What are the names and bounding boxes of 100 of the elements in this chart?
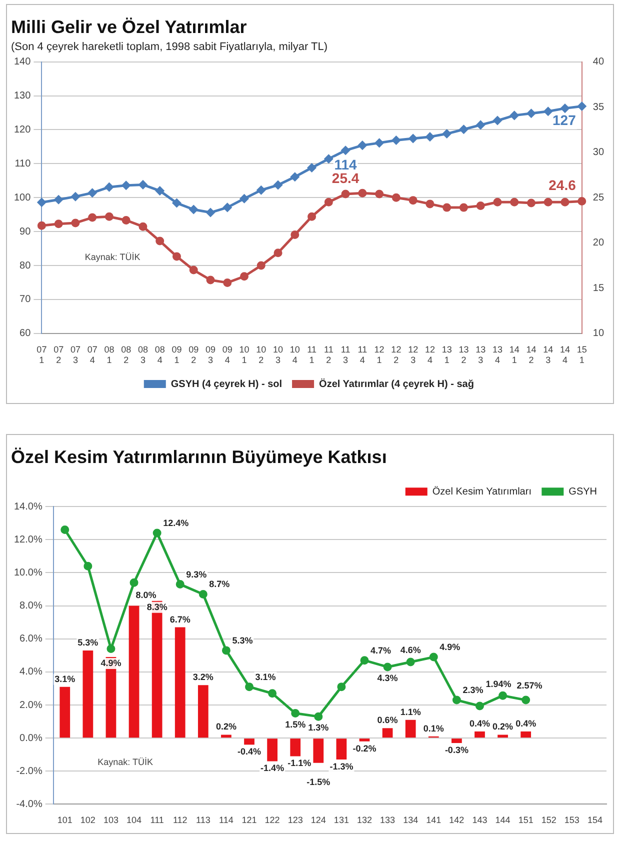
x-tick-label: 142 [449, 815, 464, 826]
y-tick-label: 8.0% [20, 600, 42, 612]
point [475, 702, 484, 710]
y-tick-label: 10.0% [14, 567, 42, 578]
bar [498, 734, 508, 738]
x-tick-label: 141 [426, 815, 442, 826]
point [544, 198, 552, 206]
data-label: 1.5% [285, 719, 306, 730]
point [104, 212, 114, 221]
point [459, 203, 468, 212]
x-tick-label: 101 [57, 815, 72, 826]
x-tick-label: 12 1 [374, 344, 384, 366]
x-tick-label: 113 [196, 815, 210, 826]
point [358, 141, 367, 150]
data-label: 4.3% [377, 672, 398, 683]
data-label: 4.9% [100, 658, 122, 668]
data-label: 3.2% [192, 672, 214, 682]
point [106, 644, 116, 654]
point [498, 691, 508, 700]
point [291, 709, 300, 718]
data-label: 127 [552, 112, 576, 128]
x-tick-label: 153 [564, 815, 580, 826]
x-tick-label: 08 1 [104, 344, 114, 366]
x-tick-label: 13 3 [476, 344, 486, 366]
bar [474, 731, 485, 738]
point [578, 102, 586, 111]
x-tick-label: 124 [310, 815, 326, 826]
data-label: 6.7% [170, 614, 190, 624]
x-tick-label: 12 3 [408, 344, 418, 366]
bar [244, 738, 254, 745]
point [406, 658, 415, 666]
point [429, 652, 438, 662]
point [442, 130, 452, 138]
y2-tick-label: 35 [592, 102, 604, 113]
x-tick-label: 08 2 [121, 344, 132, 366]
legend-label: GSYH (4 çeyrek H) - sol [170, 378, 282, 390]
x-tick-label: 12 4 [424, 344, 435, 366]
x-tick-label: 114 [219, 815, 234, 826]
point [223, 278, 232, 287]
point [560, 104, 570, 113]
y2-tick-label: 10 [592, 328, 604, 340]
point [88, 188, 97, 198]
data-label: 24.6 [548, 177, 576, 194]
x-tick-label: 11 2 [324, 344, 334, 366]
y2-tick-label: 20 [592, 238, 604, 249]
point [152, 528, 162, 538]
x-tick-label: 144 [495, 815, 510, 826]
point [526, 198, 536, 208]
x-tick-label: 14 1 [509, 344, 520, 366]
point [206, 276, 215, 284]
annotation: Kaynak: TÜİK [98, 757, 153, 768]
bar [290, 738, 301, 756]
bar [336, 738, 347, 760]
bar [82, 650, 94, 738]
x-tick-label: 07 2 [54, 344, 64, 366]
point [392, 193, 400, 202]
point [526, 109, 536, 118]
bar [313, 738, 324, 763]
data-label: 0.2% [216, 722, 236, 732]
x-tick-label: 14 4 [560, 344, 570, 366]
point [240, 272, 249, 281]
x-tick-label: 111 [150, 815, 164, 826]
point [156, 186, 164, 196]
x-tick-label: 143 [472, 815, 488, 826]
point [176, 580, 184, 589]
point [122, 216, 130, 224]
x-tick-label: 134 [403, 815, 418, 826]
point [274, 248, 282, 258]
x-tick-label: 09 3 [205, 344, 216, 366]
x-tick-label: 122 [264, 815, 280, 826]
y-tick-label: 80 [20, 260, 32, 272]
point [88, 213, 97, 222]
bar [174, 627, 186, 738]
y-tick-label: -2.0% [16, 766, 42, 777]
data-label: 0.4% [469, 718, 490, 728]
x-tick-label: 112 [172, 815, 188, 826]
point [459, 125, 468, 134]
point [290, 172, 300, 182]
data-label: 1.94% [486, 678, 512, 689]
point [426, 200, 434, 208]
point [324, 154, 333, 164]
data-label: 0.2% [492, 722, 514, 732]
bar [60, 686, 70, 738]
chart-subtitle: (Son 4 çeyrek hareketli toplam, 1998 sabit Fiyatlarıyla, milyar TL) [11, 41, 328, 54]
point [408, 134, 418, 143]
point [510, 198, 519, 206]
point [172, 252, 181, 261]
x-tick-label: 11 1 [307, 344, 316, 366]
y2-tick-label: 25 [592, 192, 604, 204]
data-label: -1.1% [288, 758, 312, 768]
point [560, 198, 570, 206]
x-tick-label: 151 [518, 815, 534, 826]
annotation: Kaynak: TÜİK [84, 252, 140, 262]
point [198, 590, 208, 598]
bar [520, 731, 532, 738]
point [189, 205, 198, 214]
y-tick-label: 130 [14, 90, 32, 102]
x-tick-label: 07 3 [70, 344, 80, 366]
data-label: 5.3% [78, 637, 98, 648]
point [84, 562, 92, 570]
